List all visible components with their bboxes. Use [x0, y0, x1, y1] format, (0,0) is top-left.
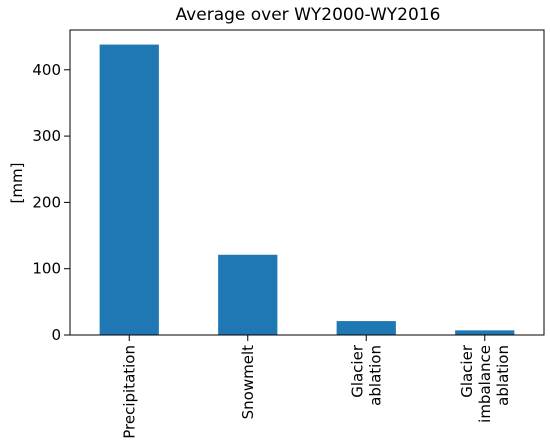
- y-tick-label-1: 100: [32, 260, 61, 278]
- y-tick-label-0: 0: [51, 326, 61, 344]
- y-axis: 0 100 200 300 400: [32, 61, 70, 344]
- y-tick-label-4: 400: [32, 61, 61, 79]
- plot-frame: [69, 29, 545, 336]
- x-tick-label-3: Glacierimbalanceablation: [458, 344, 512, 423]
- x-tick-label-1: Snowmelt: [239, 345, 257, 419]
- x-tick-label-2: Glacierablation: [348, 344, 384, 406]
- x-axis: Precipitation Snowmelt Glacierablation Glac…: [120, 335, 512, 439]
- x-tick-label-0: Precipitation: [120, 345, 138, 439]
- y-tick-label-3: 300: [32, 127, 61, 145]
- bar-1: [218, 254, 278, 335]
- bars-group: [99, 44, 515, 336]
- y-tick-label-2: 200: [32, 193, 61, 211]
- y-axis-label: [mm]: [8, 163, 26, 204]
- bar-0: [99, 44, 159, 336]
- chart-title: Average over WY2000-WY2016: [176, 5, 441, 25]
- bar-3: [455, 330, 515, 335]
- bar-2: [336, 321, 396, 335]
